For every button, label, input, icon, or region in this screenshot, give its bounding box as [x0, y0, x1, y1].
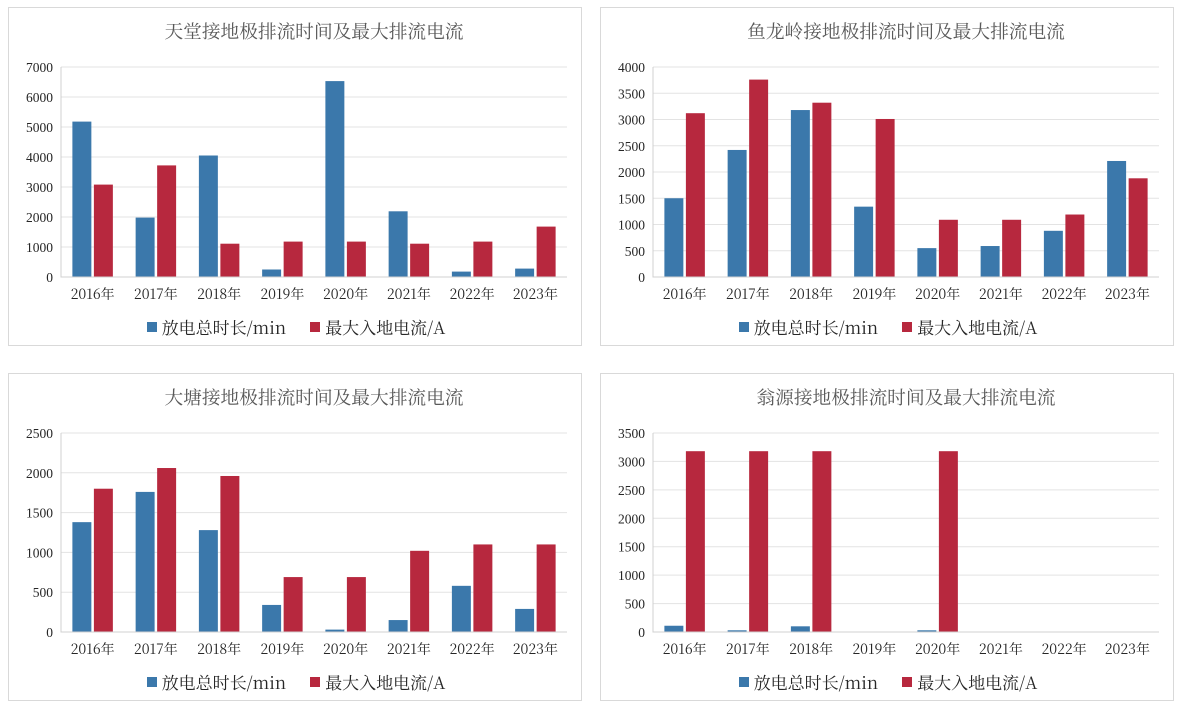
svg-text:2016年: 2016年 — [663, 284, 707, 304]
svg-text:2500: 2500 — [618, 139, 645, 154]
svg-text:2016年: 2016年 — [71, 639, 115, 659]
svg-text:5000: 5000 — [26, 120, 53, 135]
svg-text:2017年: 2017年 — [726, 284, 770, 304]
svg-text:翁源接地极排流时间及最大排流电流: 翁源接地极排流时间及最大排流电流 — [757, 383, 1056, 410]
svg-text:2021年: 2021年 — [979, 639, 1023, 659]
svg-text:2020年: 2020年 — [323, 284, 368, 304]
svg-text:1000: 1000 — [618, 218, 645, 233]
svg-text:2018年: 2018年 — [789, 284, 833, 304]
svg-text:2023年: 2023年 — [513, 639, 558, 659]
svg-text:2000: 2000 — [26, 210, 53, 225]
svg-text:6000: 6000 — [26, 90, 53, 105]
svg-text:2022年: 2022年 — [450, 284, 495, 304]
svg-text:2017年: 2017年 — [726, 639, 770, 659]
svg-text:天堂接地极排流时间及最大排流电流: 天堂接地极排流时间及最大排流电流 — [165, 17, 464, 44]
svg-text:500: 500 — [625, 244, 646, 259]
svg-text:1000: 1000 — [26, 545, 53, 560]
svg-text:0: 0 — [638, 270, 645, 285]
svg-text:2018年: 2018年 — [197, 284, 241, 304]
svg-text:2019年: 2019年 — [852, 639, 896, 659]
svg-text:4000: 4000 — [26, 150, 53, 165]
svg-text:3500: 3500 — [618, 86, 645, 101]
svg-text:3000: 3000 — [618, 454, 645, 469]
svg-text:1500: 1500 — [618, 540, 645, 555]
svg-text:1500: 1500 — [618, 191, 645, 206]
svg-text:2016年: 2016年 — [71, 284, 115, 304]
svg-text:7000: 7000 — [26, 60, 53, 75]
svg-text:2022年: 2022年 — [1042, 284, 1087, 304]
svg-text:2023年: 2023年 — [1105, 639, 1150, 659]
svg-text:2018年: 2018年 — [197, 639, 241, 659]
svg-text:2017年: 2017年 — [134, 284, 178, 304]
svg-text:2021年: 2021年 — [387, 284, 431, 304]
svg-text:0: 0 — [638, 625, 645, 640]
svg-text:2000: 2000 — [618, 511, 645, 526]
svg-text:0: 0 — [46, 270, 53, 285]
svg-text:2021年: 2021年 — [387, 639, 431, 659]
svg-text:2018年: 2018年 — [789, 639, 833, 659]
svg-text:2022年: 2022年 — [450, 639, 495, 659]
svg-text:2023年: 2023年 — [1105, 284, 1150, 304]
svg-text:2023年: 2023年 — [513, 284, 558, 304]
svg-text:2017年: 2017年 — [134, 639, 178, 659]
svg-text:1000: 1000 — [26, 240, 53, 255]
svg-text:4000: 4000 — [618, 60, 645, 75]
svg-text:鱼龙岭接地极排流时间及最大排流电流: 鱼龙岭接地极排流时间及最大排流电流 — [747, 17, 1065, 44]
svg-text:2021年: 2021年 — [979, 284, 1023, 304]
svg-text:500: 500 — [33, 585, 54, 600]
svg-text:0: 0 — [46, 625, 53, 640]
svg-text:2022年: 2022年 — [1042, 639, 1087, 659]
svg-text:3000: 3000 — [618, 113, 645, 128]
svg-text:2020年: 2020年 — [323, 639, 368, 659]
svg-text:2020年: 2020年 — [915, 284, 960, 304]
svg-text:3500: 3500 — [618, 426, 645, 441]
svg-text:2000: 2000 — [26, 466, 53, 481]
svg-text:2000: 2000 — [618, 165, 645, 180]
svg-text:1000: 1000 — [618, 568, 645, 583]
svg-text:500: 500 — [625, 597, 646, 612]
svg-text:2500: 2500 — [26, 426, 53, 441]
svg-text:2500: 2500 — [618, 483, 645, 498]
svg-text:2019年: 2019年 — [260, 284, 304, 304]
svg-text:2019年: 2019年 — [260, 639, 304, 659]
svg-text:2016年: 2016年 — [663, 639, 707, 659]
svg-text:大塘接地极排流时间及最大排流电流: 大塘接地极排流时间及最大排流电流 — [165, 383, 464, 410]
svg-text:1500: 1500 — [26, 506, 53, 521]
svg-text:2019年: 2019年 — [852, 284, 896, 304]
svg-text:2020年: 2020年 — [915, 639, 960, 659]
svg-text:3000: 3000 — [26, 180, 53, 195]
